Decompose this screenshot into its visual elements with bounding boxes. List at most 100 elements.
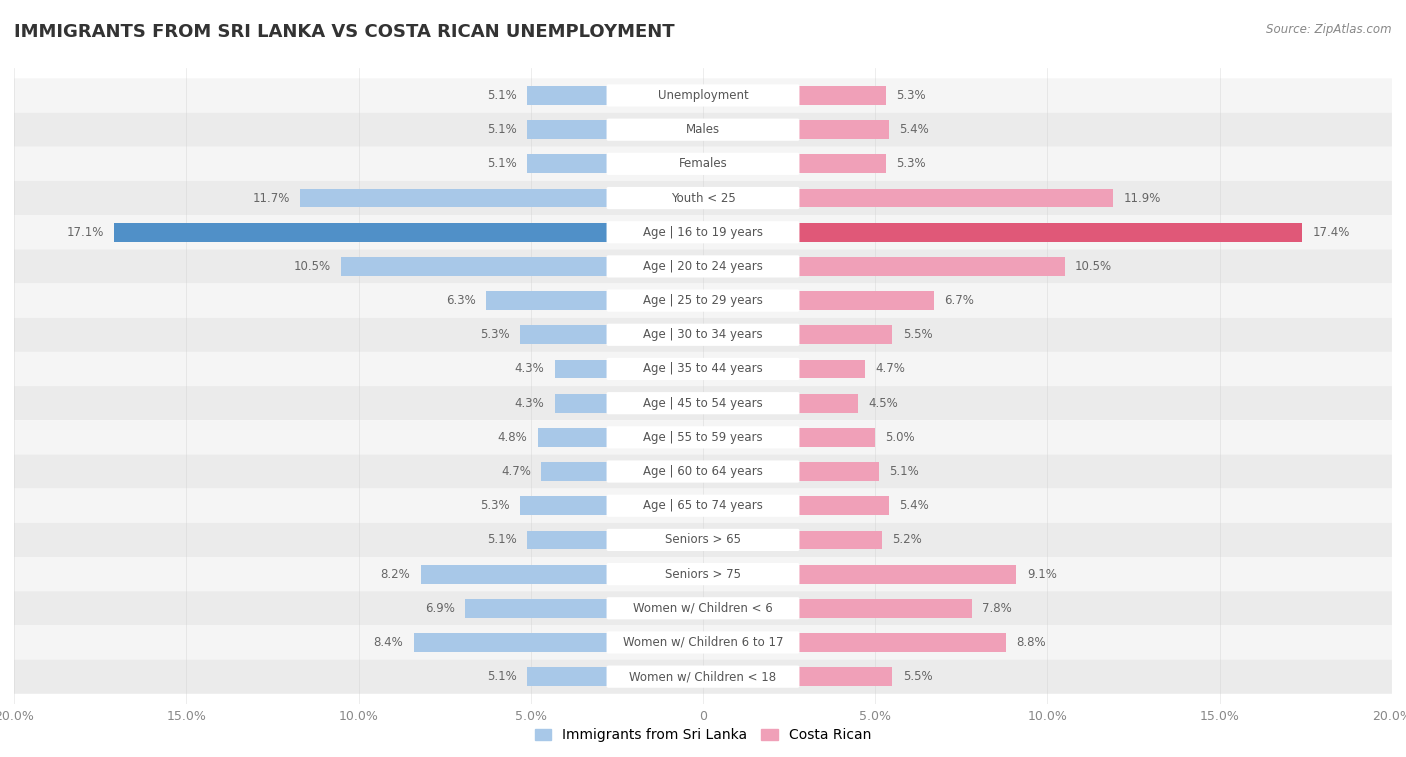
Text: Age | 25 to 29 years: Age | 25 to 29 years	[643, 294, 763, 307]
Bar	[527, 120, 703, 139]
FancyBboxPatch shape	[606, 119, 800, 141]
FancyBboxPatch shape	[606, 358, 800, 380]
Text: 8.8%: 8.8%	[1017, 636, 1046, 649]
Text: 5.5%: 5.5%	[903, 329, 932, 341]
Text: 11.7%: 11.7%	[252, 192, 290, 204]
FancyBboxPatch shape	[14, 284, 1392, 318]
Bar	[420, 565, 703, 584]
Bar	[520, 326, 703, 344]
FancyBboxPatch shape	[14, 113, 1392, 147]
FancyBboxPatch shape	[606, 460, 800, 483]
Text: 5.0%: 5.0%	[886, 431, 915, 444]
Bar	[703, 188, 1114, 207]
Bar	[465, 599, 703, 618]
Text: 8.2%: 8.2%	[381, 568, 411, 581]
Bar	[703, 531, 882, 550]
Text: 5.3%: 5.3%	[481, 499, 510, 512]
Text: Women w/ Children < 6: Women w/ Children < 6	[633, 602, 773, 615]
Bar	[703, 497, 889, 515]
Bar	[703, 428, 875, 447]
Text: 5.1%: 5.1%	[488, 534, 517, 547]
Text: Women w/ Children 6 to 17: Women w/ Children 6 to 17	[623, 636, 783, 649]
Text: 4.3%: 4.3%	[515, 363, 544, 375]
Text: 5.3%: 5.3%	[896, 157, 925, 170]
Text: Age | 45 to 54 years: Age | 45 to 54 years	[643, 397, 763, 410]
Text: 17.1%: 17.1%	[66, 226, 104, 238]
Text: Age | 60 to 64 years: Age | 60 to 64 years	[643, 465, 763, 478]
Legend: Immigrants from Sri Lanka, Costa Rican: Immigrants from Sri Lanka, Costa Rican	[529, 723, 877, 748]
FancyBboxPatch shape	[14, 591, 1392, 625]
Text: Age | 55 to 59 years: Age | 55 to 59 years	[643, 431, 763, 444]
FancyBboxPatch shape	[606, 153, 800, 175]
Text: 5.4%: 5.4%	[900, 123, 929, 136]
Text: 4.7%: 4.7%	[501, 465, 531, 478]
Text: Seniors > 65: Seniors > 65	[665, 534, 741, 547]
FancyBboxPatch shape	[606, 665, 800, 688]
FancyBboxPatch shape	[14, 215, 1392, 249]
Text: Age | 30 to 34 years: Age | 30 to 34 years	[643, 329, 763, 341]
Bar	[555, 394, 703, 413]
Text: 4.3%: 4.3%	[515, 397, 544, 410]
FancyBboxPatch shape	[606, 289, 800, 312]
FancyBboxPatch shape	[14, 352, 1392, 386]
FancyBboxPatch shape	[14, 523, 1392, 557]
Text: Age | 35 to 44 years: Age | 35 to 44 years	[643, 363, 763, 375]
FancyBboxPatch shape	[606, 631, 800, 653]
Bar	[527, 667, 703, 686]
FancyBboxPatch shape	[14, 318, 1392, 352]
Bar	[703, 257, 1064, 276]
FancyBboxPatch shape	[14, 420, 1392, 454]
Bar	[527, 531, 703, 550]
Text: 5.5%: 5.5%	[903, 670, 932, 683]
Bar	[703, 223, 1302, 241]
FancyBboxPatch shape	[14, 557, 1392, 591]
Text: Unemployment: Unemployment	[658, 89, 748, 102]
Text: 5.4%: 5.4%	[900, 499, 929, 512]
Text: Females: Females	[679, 157, 727, 170]
Bar	[703, 291, 934, 310]
FancyBboxPatch shape	[14, 659, 1392, 693]
Text: 5.1%: 5.1%	[488, 89, 517, 102]
Text: Source: ZipAtlas.com: Source: ZipAtlas.com	[1267, 23, 1392, 36]
FancyBboxPatch shape	[14, 147, 1392, 181]
FancyBboxPatch shape	[14, 454, 1392, 488]
FancyBboxPatch shape	[606, 597, 800, 619]
Text: 6.3%: 6.3%	[446, 294, 475, 307]
Bar	[541, 462, 703, 481]
Text: 6.9%: 6.9%	[425, 602, 456, 615]
Bar	[413, 633, 703, 652]
Bar	[520, 497, 703, 515]
Bar	[703, 599, 972, 618]
Bar	[703, 633, 1007, 652]
FancyBboxPatch shape	[606, 529, 800, 551]
Text: 8.4%: 8.4%	[374, 636, 404, 649]
Text: 11.9%: 11.9%	[1123, 192, 1160, 204]
FancyBboxPatch shape	[14, 488, 1392, 523]
Bar	[486, 291, 703, 310]
Bar	[703, 154, 886, 173]
FancyBboxPatch shape	[14, 181, 1392, 215]
FancyBboxPatch shape	[606, 324, 800, 346]
Text: Seniors > 75: Seniors > 75	[665, 568, 741, 581]
FancyBboxPatch shape	[606, 84, 800, 107]
Text: 5.1%: 5.1%	[889, 465, 918, 478]
Text: Women w/ Children < 18: Women w/ Children < 18	[630, 670, 776, 683]
Bar	[527, 154, 703, 173]
Bar	[299, 188, 703, 207]
FancyBboxPatch shape	[606, 426, 800, 448]
FancyBboxPatch shape	[14, 386, 1392, 420]
Text: 5.3%: 5.3%	[481, 329, 510, 341]
Text: 4.5%: 4.5%	[869, 397, 898, 410]
Text: 7.8%: 7.8%	[981, 602, 1012, 615]
FancyBboxPatch shape	[14, 79, 1392, 113]
Text: 5.3%: 5.3%	[896, 89, 925, 102]
FancyBboxPatch shape	[606, 221, 800, 243]
Bar	[703, 86, 886, 105]
Text: Age | 65 to 74 years: Age | 65 to 74 years	[643, 499, 763, 512]
Bar	[703, 565, 1017, 584]
Bar	[537, 428, 703, 447]
FancyBboxPatch shape	[606, 494, 800, 517]
Text: 10.5%: 10.5%	[294, 260, 330, 273]
FancyBboxPatch shape	[14, 625, 1392, 659]
Text: 17.4%: 17.4%	[1313, 226, 1350, 238]
